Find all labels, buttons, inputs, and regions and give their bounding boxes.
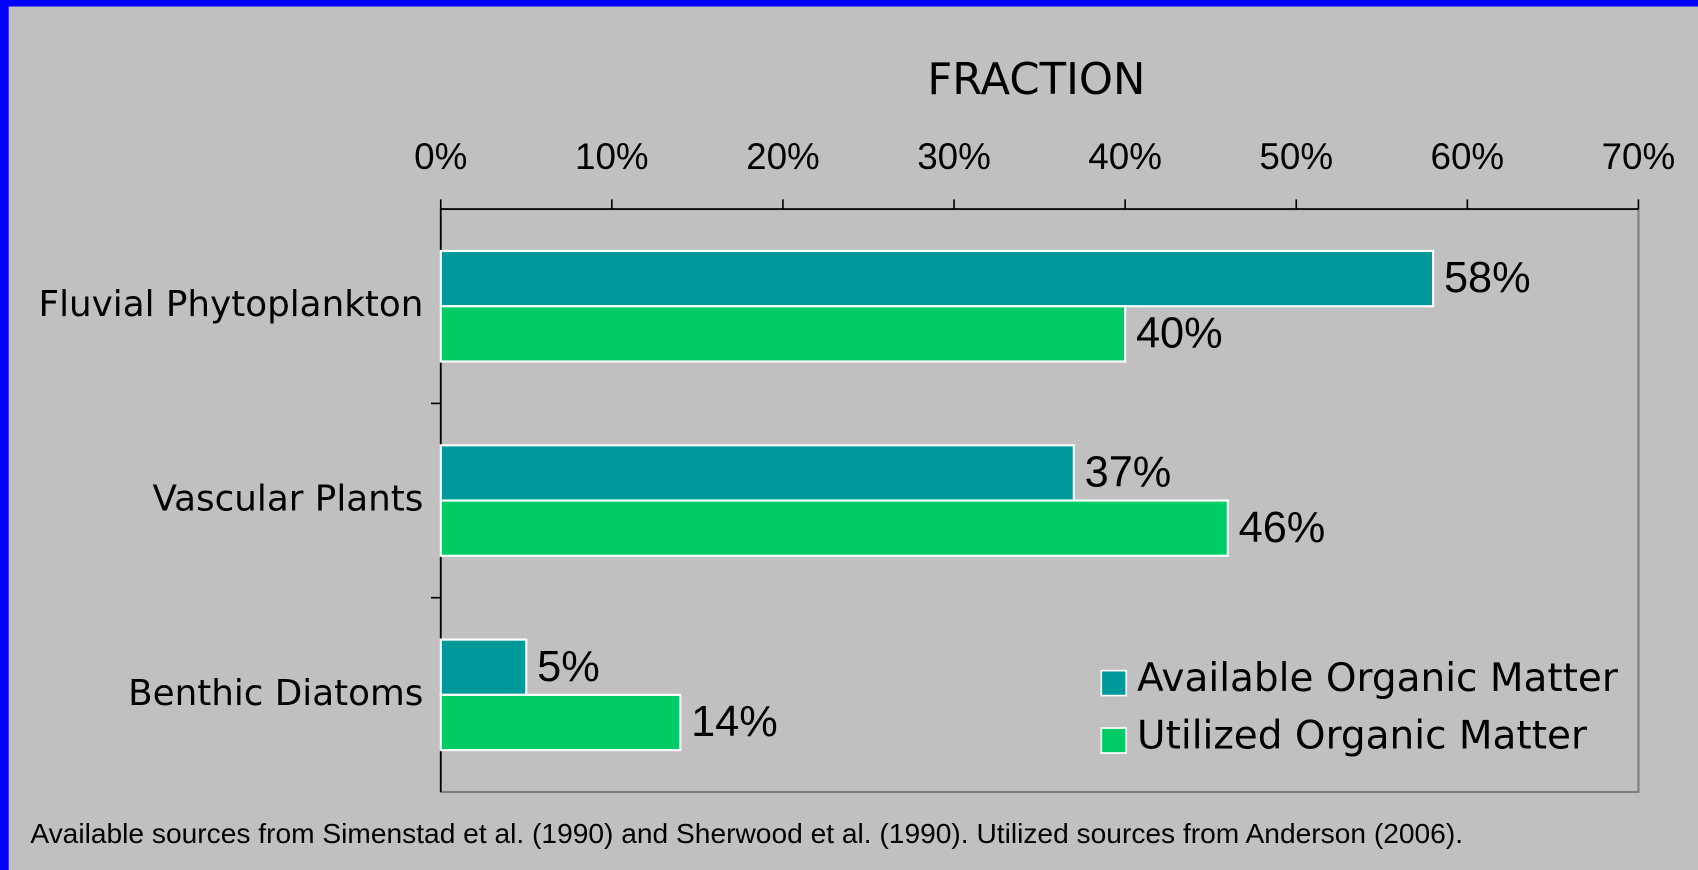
x-tick-label: 30%	[917, 136, 991, 177]
y-tick-label: Fluvial Phytoplankton	[39, 284, 424, 325]
y-tick-label: Vascular Plants	[152, 479, 423, 520]
legend-swatch	[1100, 669, 1128, 697]
legend-swatch	[1100, 727, 1128, 754]
x-tick-label: 60%	[1431, 136, 1505, 177]
value-label: 46%	[1239, 504, 1326, 552]
x-tick-label: 0%	[414, 136, 467, 177]
x-tick-label: 40%	[1088, 136, 1162, 177]
chart-title: FRACTION	[927, 55, 1145, 105]
bar	[439, 444, 1075, 502]
bar	[439, 305, 1127, 363]
value-label: 5%	[537, 643, 600, 691]
bar	[439, 638, 528, 696]
legend-label: Available Organic Matter	[1137, 656, 1619, 701]
value-label: 40%	[1136, 309, 1223, 357]
x-tick-label: 70%	[1602, 136, 1676, 177]
background	[8, 6, 1698, 870]
bar	[439, 499, 1229, 557]
value-label: 37%	[1085, 449, 1172, 497]
footnote: Available sources from Simenstad et al. …	[30, 818, 1463, 849]
legend-label: Utilized Organic Matter	[1137, 713, 1588, 758]
bar	[439, 249, 1435, 308]
bar	[439, 693, 682, 752]
value-label: 14%	[691, 698, 778, 746]
x-tick-label: 10%	[575, 136, 649, 177]
y-tick-label: Benthic Diatoms	[128, 673, 423, 714]
x-tick-label: 20%	[746, 136, 820, 177]
x-tick-label: 50%	[1259, 136, 1333, 177]
value-label: 58%	[1444, 254, 1531, 302]
